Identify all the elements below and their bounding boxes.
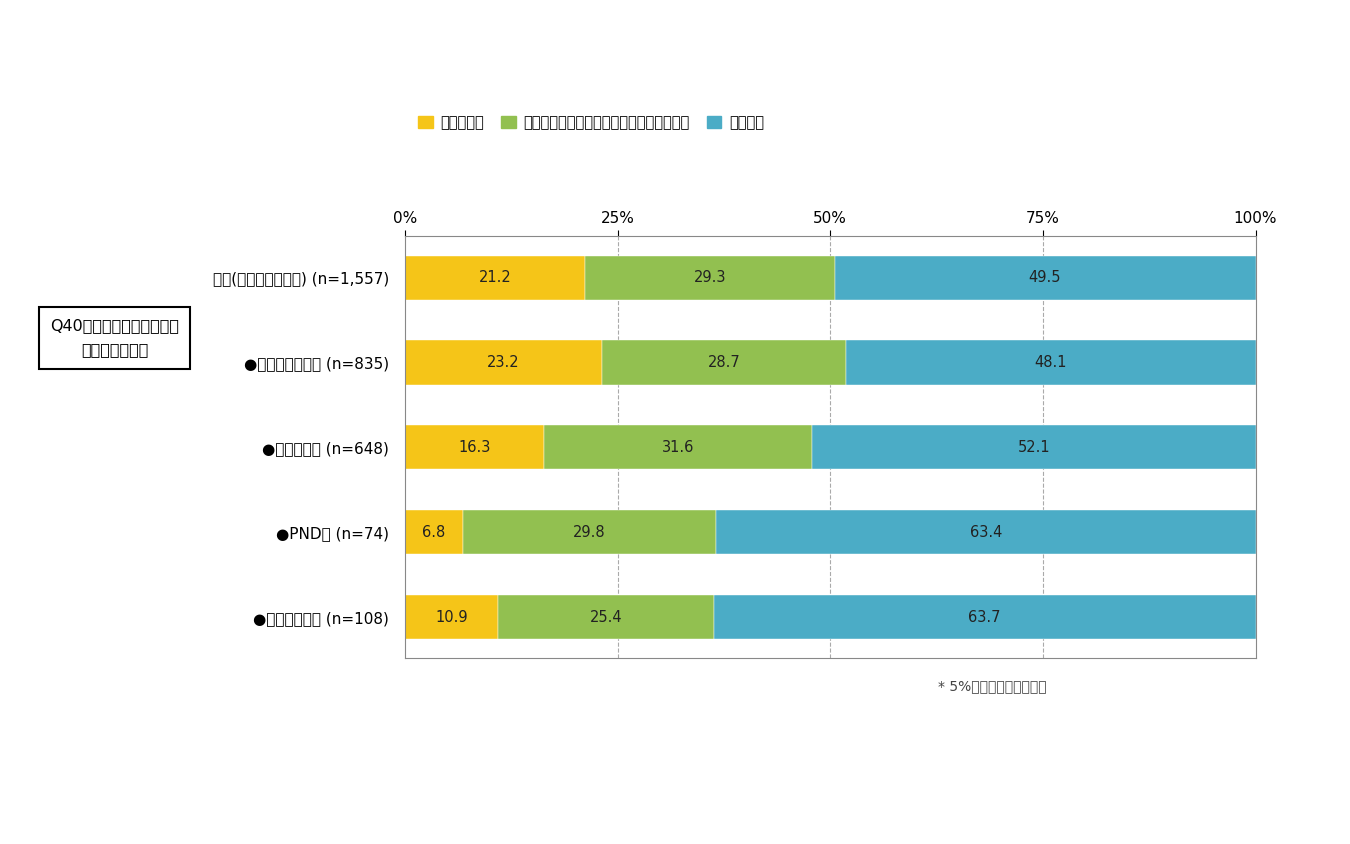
Bar: [586, 256, 834, 300]
Bar: [846, 340, 1256, 385]
Bar: [834, 256, 1256, 300]
Text: 10.9: 10.9: [435, 609, 467, 625]
Text: 29.3: 29.3: [694, 270, 726, 285]
Text: 25.4: 25.4: [590, 609, 622, 625]
Text: 21.2: 21.2: [479, 270, 512, 285]
Text: 49.5: 49.5: [1029, 270, 1061, 285]
Bar: [498, 595, 714, 639]
Text: 16.3: 16.3: [458, 440, 490, 455]
Bar: [602, 340, 846, 385]
Text: 23.2: 23.2: [487, 355, 520, 370]
Text: 63.7: 63.7: [968, 609, 1000, 625]
Bar: [813, 425, 1256, 469]
Bar: [405, 595, 498, 639]
Bar: [405, 340, 602, 385]
Text: 28.7: 28.7: [707, 355, 741, 370]
Bar: [405, 256, 586, 300]
Bar: [405, 425, 544, 469]
Text: 48.1: 48.1: [1034, 355, 1068, 370]
Text: Q40　コネクテッド機能付
ナビの認知状況: Q40 コネクテッド機能付 ナビの認知状況: [50, 318, 180, 357]
Legend: 知っている, 聂いたことはあるが、内容までは知らない, 知らない: 知っている, 聂いたことはあるが、内容までは知らない, 知らない: [412, 110, 770, 136]
Bar: [544, 425, 813, 469]
Text: 31.6: 31.6: [662, 440, 694, 455]
Bar: [717, 510, 1256, 555]
Text: 6.8: 6.8: [423, 525, 446, 539]
Text: 29.8: 29.8: [574, 525, 606, 539]
Text: 63.4: 63.4: [969, 525, 1002, 539]
Bar: [714, 595, 1256, 639]
Text: 52.1: 52.1: [1018, 440, 1050, 455]
Bar: [405, 510, 463, 555]
Bar: [463, 510, 717, 555]
Text: * 5%未満の数値は非表示: * 5%未満の数値は非表示: [938, 679, 1046, 694]
